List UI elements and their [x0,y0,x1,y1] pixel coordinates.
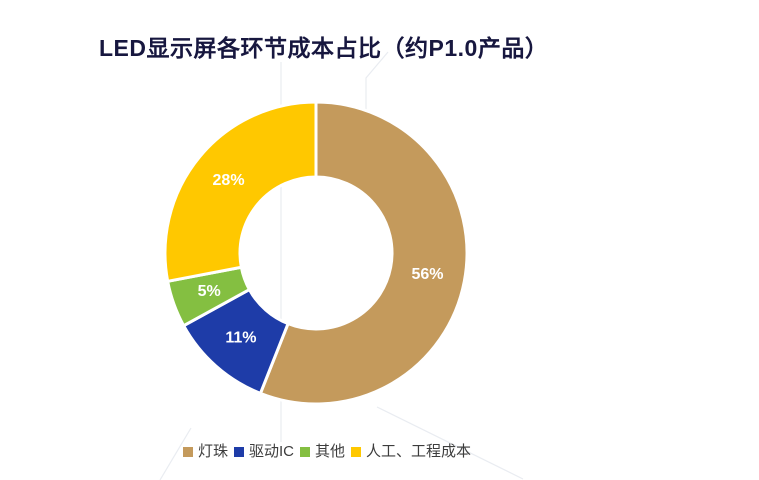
legend-label: 驱动IC [248,443,294,460]
watermark-line [376,406,524,480]
slice-data-label: 5% [198,283,221,300]
legend-item-灯珠: 灯珠 [182,442,228,462]
legend-swatch [233,447,244,457]
legend-swatch [351,447,362,457]
slice-data-label: 56% [411,266,443,283]
slice-data-label: 28% [213,172,245,189]
legend-swatch [182,447,193,457]
legend-item-驱动IC: 驱动IC [233,442,294,462]
legend-swatch [300,447,310,457]
watermark-line [365,51,389,114]
slice-data-label: 11% [225,330,256,347]
legend-label: 灯珠 [197,443,228,460]
pie-slice-人工、工程成本 [163,100,318,283]
chart-legend: 灯珠 驱动IC 其他 人工、工程成本 [0,442,654,462]
chart-title: LED显示屏各环节成本占比（约P1.0产品） [99,35,549,61]
legend-item-人工、工程成本: 人工、工程成本 [351,442,471,462]
legend-item-其他: 其他 [300,442,345,462]
legend-label: 其他 [315,443,346,460]
pie-slice-灯珠 [258,100,469,406]
legend-label: 人工、工程成本 [366,443,472,460]
watermark-line [159,427,192,480]
